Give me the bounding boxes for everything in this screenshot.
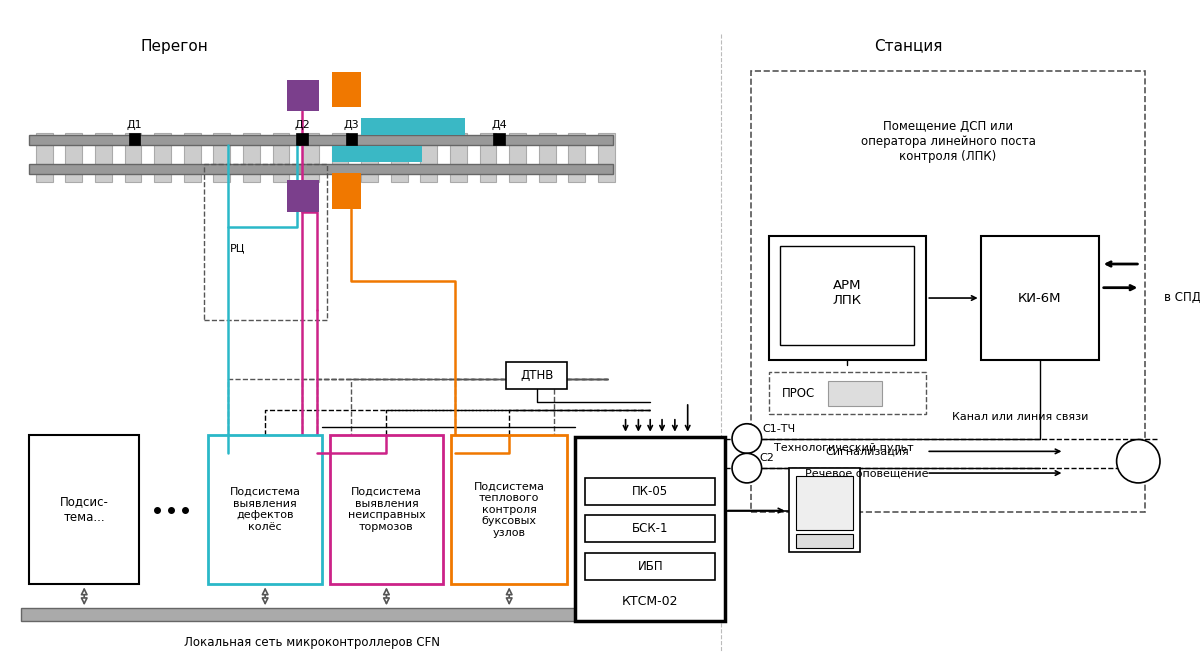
- Bar: [331, 72, 361, 107]
- Bar: [420, 133, 437, 182]
- Bar: [586, 515, 715, 542]
- Bar: [575, 437, 725, 621]
- Bar: [598, 133, 614, 182]
- Bar: [506, 362, 568, 389]
- Text: Д2: Д2: [294, 120, 310, 130]
- Bar: [22, 608, 602, 621]
- Text: Подсистема
выявления
неисправных
тормозов: Подсистема выявления неисправных тормозо…: [348, 487, 425, 532]
- Text: Подсистема
выявления
дефектов
колёс: Подсистема выявления дефектов колёс: [229, 487, 301, 532]
- Bar: [296, 133, 308, 145]
- Text: РЦ: РЦ: [230, 243, 246, 253]
- Text: в СПД: в СПД: [1164, 291, 1200, 304]
- Bar: [780, 246, 914, 345]
- Bar: [66, 133, 83, 182]
- Text: БСК-1: БСК-1: [632, 522, 668, 535]
- Bar: [586, 553, 715, 580]
- Bar: [980, 236, 1099, 360]
- Bar: [828, 381, 882, 406]
- Bar: [272, 133, 289, 182]
- Bar: [125, 133, 142, 182]
- Bar: [331, 173, 361, 209]
- Bar: [128, 133, 140, 145]
- Text: Подсистема
теплового
контроля
буксовых
узлов: Подсистема теплового контроля буксовых у…: [474, 481, 545, 537]
- Text: Станция: Станция: [875, 39, 943, 54]
- Bar: [768, 372, 926, 414]
- Text: ИБП: ИБП: [637, 560, 664, 573]
- Text: Подсис-
тема...: Подсис- тема...: [60, 496, 109, 523]
- Bar: [450, 133, 467, 182]
- Bar: [184, 133, 200, 182]
- Bar: [391, 133, 408, 182]
- Bar: [331, 146, 422, 162]
- Bar: [796, 534, 853, 548]
- Bar: [287, 180, 319, 212]
- Bar: [331, 133, 348, 182]
- Bar: [539, 133, 556, 182]
- Bar: [586, 478, 715, 505]
- Bar: [361, 133, 378, 182]
- Bar: [493, 133, 505, 145]
- Text: Локальная сеть микроконтроллеров CFN: Локальная сеть микроконтроллеров CFN: [184, 636, 440, 649]
- Bar: [751, 70, 1145, 513]
- Text: АРМ
ЛПК: АРМ ЛПК: [833, 279, 862, 307]
- Bar: [95, 133, 112, 182]
- Text: КИ-6М: КИ-6М: [1018, 291, 1062, 305]
- Bar: [480, 133, 497, 182]
- Bar: [36, 133, 53, 182]
- Text: Д4: Д4: [492, 120, 508, 130]
- Bar: [509, 133, 526, 182]
- Text: Перегон: Перегон: [140, 39, 208, 54]
- Bar: [29, 135, 613, 145]
- Text: Д1: Д1: [127, 120, 143, 130]
- Bar: [451, 435, 568, 584]
- Bar: [796, 476, 853, 530]
- Bar: [790, 468, 860, 552]
- Text: Технологический пульт: Технологический пульт: [774, 444, 913, 454]
- Text: С1-ТЧ: С1-ТЧ: [763, 423, 796, 433]
- Bar: [209, 435, 322, 584]
- Text: Речевое оповещение: Речевое оповещение: [805, 468, 929, 478]
- Text: Канал или линия связи: Канал или линия связи: [952, 412, 1088, 422]
- Bar: [29, 164, 613, 174]
- Bar: [242, 133, 259, 182]
- Bar: [330, 435, 443, 584]
- Bar: [768, 236, 926, 360]
- Text: ДТНВ: ДТНВ: [520, 369, 553, 382]
- Text: Помещение ДСП или
оператора линейного поста
контроля (ЛПК): Помещение ДСП или оператора линейного по…: [860, 120, 1036, 163]
- Bar: [361, 118, 464, 135]
- Bar: [302, 133, 319, 182]
- Bar: [155, 133, 170, 182]
- Circle shape: [732, 454, 762, 483]
- Text: КТСМ-02: КТСМ-02: [622, 595, 678, 608]
- Circle shape: [732, 424, 762, 454]
- Bar: [29, 435, 139, 584]
- Bar: [204, 164, 326, 320]
- Text: Сигнализация: Сигнализация: [826, 446, 910, 456]
- Text: Д3: Д3: [343, 120, 359, 130]
- Text: ПК-05: ПК-05: [632, 484, 668, 498]
- Bar: [287, 80, 319, 111]
- Bar: [346, 133, 358, 145]
- Bar: [569, 133, 586, 182]
- Bar: [214, 133, 230, 182]
- Text: ПРОС: ПРОС: [781, 386, 815, 400]
- Circle shape: [1117, 440, 1160, 483]
- Text: С2: С2: [760, 454, 774, 463]
